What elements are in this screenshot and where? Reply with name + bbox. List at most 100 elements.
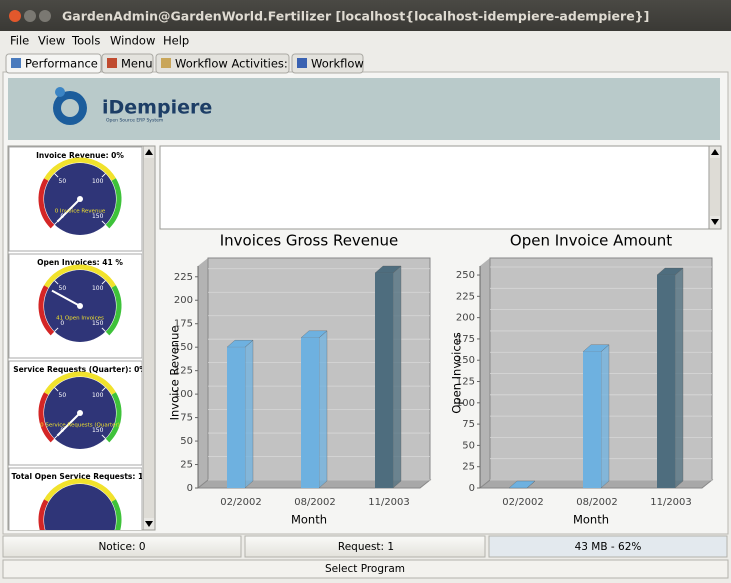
gauge-hub <box>77 196 83 202</box>
x-tick-label: 08/2002 <box>294 497 336 508</box>
tab[interactable] <box>291 53 364 74</box>
gauge-label: 0 Invoice Revenue <box>55 209 106 215</box>
menu-item[interactable]: Help <box>163 34 189 48</box>
notice-button[interactable] <box>2 535 242 558</box>
request-text: Request: 1 <box>338 541 394 553</box>
tab-icon <box>297 58 307 68</box>
footer-bar <box>2 559 729 579</box>
gauge-hub <box>77 303 83 309</box>
request-button[interactable] <box>244 535 486 558</box>
maximize-button[interactable] <box>39 10 51 22</box>
tab-label: Menu <box>121 57 153 71</box>
y-axis-label: Invoice Revenue <box>168 326 182 421</box>
right-scroll-thumb[interactable] <box>710 158 720 216</box>
bar <box>657 275 675 488</box>
footer-text: Select Program <box>325 563 405 575</box>
y-tick-label: 125 <box>174 366 193 377</box>
y-tick-label: 200 <box>456 313 475 324</box>
gauge-band <box>38 285 55 336</box>
gauge-list: Invoice Revenue: 0%0501001500 Invoice Re… <box>8 146 149 530</box>
x-tick-label: 08/2002 <box>576 497 618 508</box>
menu-item[interactable]: View <box>38 34 65 48</box>
y-tick-label: 25 <box>180 460 193 471</box>
gauge-needle <box>51 289 81 307</box>
bar <box>375 273 393 488</box>
gauge-needle <box>56 412 81 437</box>
logo-icon-inner <box>61 99 79 117</box>
menu-bar: File View Tools Window Help <box>10 34 189 48</box>
logo-tagline: Open Source ERP System <box>106 118 163 124</box>
y-tick-label: 25 <box>462 462 475 473</box>
left-scroll-thumb[interactable] <box>144 158 154 518</box>
gauge-band <box>38 178 55 229</box>
gauge-tick-label: 50 <box>59 285 67 292</box>
gauge-label: 41 Open Invoices <box>56 316 104 322</box>
y-tick-label: 225 <box>174 272 193 283</box>
tab[interactable] <box>5 53 102 74</box>
gauge-band <box>44 478 116 502</box>
plot-wall <box>198 258 208 488</box>
y-tick-label: 0 <box>187 483 193 494</box>
x-tick-label: 02/2002 <box>502 497 544 508</box>
minimize-button[interactable] <box>24 10 36 22</box>
menu-item[interactable]: File <box>10 34 29 48</box>
y-tick-label: 175 <box>456 334 475 345</box>
gauge-tick-label: 100 <box>92 285 104 292</box>
y-tick-label: 50 <box>462 440 475 451</box>
gauge-tick <box>101 434 106 439</box>
gauge-needle <box>56 198 81 223</box>
gauge-band <box>44 157 116 181</box>
chart-title: Invoices Gross Revenue <box>220 232 399 250</box>
bar-side <box>318 330 328 489</box>
window-title: GardenAdmin@GardenWorld.Fertilizer [loca… <box>62 9 649 24</box>
tab-label: Workflow <box>311 57 364 71</box>
gauge-tick-label: 50 <box>59 392 67 399</box>
gauge-band <box>44 371 116 395</box>
x-tick-label: 02/2002 <box>220 497 262 508</box>
chart-title: Open Invoice Amount <box>510 232 672 250</box>
gauge-tick-label: 100 <box>92 392 104 399</box>
gauge-tick-label: 50 <box>59 178 67 185</box>
gauge-tick <box>54 173 59 178</box>
close-button[interactable] <box>9 10 21 22</box>
tab-label: Workflow Activities: 0 <box>175 57 299 71</box>
gauge-band <box>111 499 122 530</box>
y-tick-label: 100 <box>456 398 475 409</box>
gauge-tick <box>54 327 59 332</box>
x-axis-label: Month <box>291 513 327 527</box>
tab-icon <box>11 58 21 68</box>
gauge-title: Open Invoices: 41 % <box>37 258 123 267</box>
gauge-band <box>105 178 122 229</box>
gauge-tick <box>54 387 59 392</box>
gauge-band <box>105 285 122 336</box>
y-tick-label: 150 <box>174 342 193 353</box>
logo-dot <box>55 87 65 97</box>
bar <box>301 337 319 488</box>
gauge-band <box>38 499 49 530</box>
menu-item[interactable]: Window <box>110 34 155 48</box>
gauge-tick-label: 150 <box>92 427 104 434</box>
bar-side <box>392 265 402 489</box>
charts: Invoices Gross Revenue 0 25 50 75 100 125 150 17… <box>168 232 714 527</box>
x-axis-label: Month <box>573 513 609 527</box>
y-tick-label: 225 <box>456 291 475 302</box>
gauge-tick-label: 100 <box>92 178 104 185</box>
y-tick-label: 75 <box>180 413 193 424</box>
notice-text: Notice: 0 <box>98 541 145 553</box>
tab[interactable] <box>155 53 290 74</box>
gauge-title: Total Open Service Requests: 10 <box>12 472 149 481</box>
gauge-tick <box>101 327 106 332</box>
y-tick-label: 175 <box>174 319 193 330</box>
x-tick-label: 11/2003 <box>368 497 410 508</box>
menu-item[interactable]: Tools <box>71 34 100 48</box>
y-tick-label: 125 <box>456 377 475 388</box>
gauge-tick <box>101 280 106 285</box>
gauge-dial <box>44 484 116 530</box>
top-content <box>159 145 722 230</box>
x-tick-label: 11/2003 <box>650 497 692 508</box>
gauge-band <box>105 392 122 443</box>
bar <box>583 351 601 488</box>
y-tick-label: 50 <box>180 436 193 447</box>
tab-icon <box>161 58 171 68</box>
